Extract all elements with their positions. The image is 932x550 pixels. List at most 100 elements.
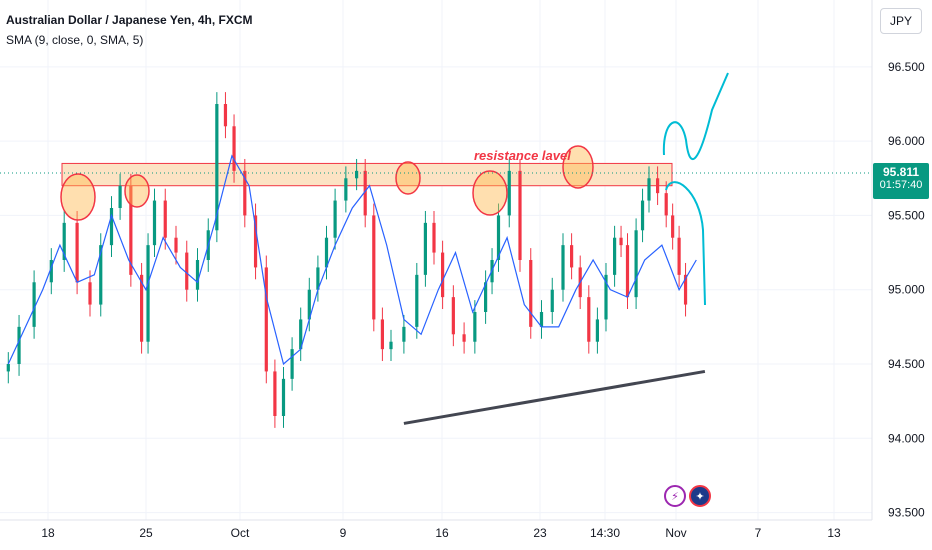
candle-body bbox=[215, 104, 219, 231]
candle-body bbox=[109, 208, 114, 246]
chart-legend: Australian Dollar / Japanese Yen, 4h, FX… bbox=[6, 10, 253, 50]
last-price-tag: 95.811 01:57:40 bbox=[873, 163, 929, 199]
time-tick: 18 bbox=[41, 526, 55, 540]
candle-body bbox=[570, 245, 574, 268]
candle-body bbox=[539, 312, 544, 327]
price-tick: 94.000 bbox=[888, 431, 925, 445]
candle-body bbox=[185, 252, 189, 290]
price-tick: 96.500 bbox=[888, 60, 925, 74]
candle-body bbox=[232, 126, 236, 171]
candle-body bbox=[243, 170, 247, 216]
candle-body bbox=[49, 260, 53, 283]
candle-body bbox=[656, 178, 660, 194]
candle-body bbox=[423, 222, 427, 275]
highlight-circle bbox=[60, 173, 96, 221]
candle-body bbox=[264, 267, 268, 372]
highlight-circle bbox=[562, 145, 594, 189]
candle-body bbox=[496, 215, 501, 260]
price-tick: 94.500 bbox=[888, 357, 925, 371]
bar-countdown: 01:57:40 bbox=[879, 179, 923, 191]
grid bbox=[0, 0, 872, 520]
resistance-label: resistance lavel bbox=[474, 148, 571, 163]
candle-body bbox=[664, 193, 668, 216]
last-price: 95.811 bbox=[882, 165, 920, 179]
candle-body bbox=[88, 282, 92, 305]
candle-body bbox=[174, 237, 178, 253]
candle-body bbox=[299, 319, 303, 350]
candle-body bbox=[146, 245, 150, 342]
candle-body bbox=[355, 170, 359, 179]
currency-button[interactable]: JPY bbox=[880, 8, 922, 34]
candle-body bbox=[281, 378, 286, 416]
time-tick: 13 bbox=[827, 526, 841, 540]
drawing-overlays: resistance lavel bbox=[0, 72, 872, 425]
time-tick: Oct bbox=[231, 526, 250, 540]
candle-body bbox=[432, 222, 436, 253]
candle-body bbox=[195, 260, 200, 290]
candle-body bbox=[625, 245, 630, 298]
candle-body bbox=[462, 334, 466, 342]
candle-body bbox=[17, 326, 21, 364]
highlight-circle bbox=[472, 170, 508, 216]
lightning-icon[interactable]: ⚡ bbox=[664, 485, 686, 507]
candle-body bbox=[613, 237, 617, 275]
sma-polyline bbox=[7, 154, 697, 366]
candle-body bbox=[307, 289, 311, 320]
candle-body bbox=[129, 185, 133, 275]
price-tick: 95.000 bbox=[888, 283, 925, 297]
candle-body bbox=[451, 297, 455, 335]
forecast-up-path bbox=[662, 72, 729, 161]
candle-body bbox=[163, 200, 167, 238]
indicator-label[interactable]: SMA (9, close, 0, SMA, 5) bbox=[6, 33, 144, 47]
candle-body bbox=[380, 319, 384, 350]
candle-body bbox=[677, 237, 681, 275]
symbol-title: Australian Dollar / Japanese Yen, 4h, FX… bbox=[6, 13, 253, 27]
candle-body bbox=[363, 170, 367, 216]
support-trendline bbox=[403, 369, 706, 425]
candle-body bbox=[75, 222, 79, 283]
candle-body bbox=[529, 260, 533, 327]
candle-body bbox=[223, 104, 228, 127]
candle-body bbox=[140, 274, 144, 342]
price-tick: 95.500 bbox=[888, 208, 925, 222]
candle-body bbox=[441, 252, 445, 298]
candle-body bbox=[587, 297, 591, 342]
candle-body bbox=[518, 170, 522, 260]
candle-body bbox=[595, 319, 599, 342]
candle-body bbox=[634, 230, 638, 298]
candle-body bbox=[324, 237, 329, 268]
candle-body bbox=[507, 170, 511, 216]
candle-body bbox=[99, 245, 103, 305]
candle-body bbox=[372, 215, 376, 320]
candle-body bbox=[253, 215, 258, 268]
time-tick: 25 bbox=[139, 526, 153, 540]
candle-body bbox=[640, 200, 645, 231]
candle-body bbox=[619, 237, 623, 246]
time-tick: 9 bbox=[340, 526, 347, 540]
candle-body bbox=[402, 326, 406, 342]
price-tick: 93.500 bbox=[888, 506, 925, 520]
candle-body bbox=[671, 215, 675, 238]
time-tick: 23 bbox=[533, 526, 547, 540]
price-tick: 96.000 bbox=[888, 134, 925, 148]
candle-body bbox=[389, 341, 393, 350]
sma-line bbox=[7, 154, 697, 366]
candle-body bbox=[290, 349, 294, 379]
highlight-circle bbox=[395, 161, 421, 195]
candle-body bbox=[683, 274, 688, 305]
candle-body bbox=[152, 200, 157, 246]
candle-body bbox=[561, 245, 565, 290]
candle-body bbox=[473, 312, 477, 342]
time-tick: Nov bbox=[665, 526, 686, 540]
candles bbox=[6, 92, 688, 428]
candle-body bbox=[550, 289, 554, 312]
forecast-down-path bbox=[665, 181, 706, 306]
candle-body bbox=[484, 282, 488, 312]
australia-flag-icon[interactable]: ✦ bbox=[689, 485, 711, 507]
time-tick: 14:30 bbox=[590, 526, 620, 540]
candle-body bbox=[647, 178, 651, 201]
highlight-circle bbox=[124, 174, 150, 208]
candle-body bbox=[62, 222, 66, 260]
